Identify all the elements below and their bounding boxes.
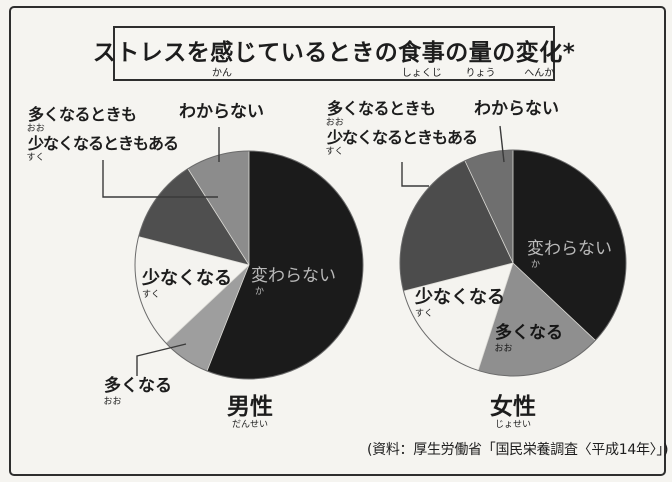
- page-border: [9, 6, 666, 476]
- pie-slice: [513, 150, 626, 341]
- women-pie-title: 女性 じょせい: [490, 394, 536, 431]
- women-label-kawaranai: 変かわらない: [527, 239, 612, 270]
- pie-slice: [478, 263, 596, 376]
- figure-title: ストレスを感 かん じているときの食事 しょくじ の量 りょう の変化 へんか *: [92, 40, 576, 79]
- women-label-ookunaru: 多おお くなる: [494, 323, 563, 354]
- pie-slice: [464, 150, 513, 263]
- men-pie-chart: [134, 150, 364, 380]
- pie-slice: [207, 151, 364, 379]
- women-label-wakaranai: わからない: [474, 99, 559, 119]
- women-label-both-line1: 多おお くなるときも: [325, 99, 436, 129]
- men-pie-title: 男性 だんせい: [227, 394, 273, 431]
- men-label-both-line2: 少すく なくなるときもある: [26, 134, 179, 164]
- source-note: (資料：厚生労働省「国民栄養調査〈平成14年〉」): [367, 442, 669, 458]
- men-label-kawaranai: 変かわらない: [251, 266, 336, 297]
- men-label-ookunaru: 多おお くなる: [103, 376, 172, 407]
- pie-slice: [403, 263, 513, 371]
- women-label-sukunakunaru: 少すく なくなる: [414, 287, 505, 319]
- women-pie-chart: [399, 149, 627, 377]
- men-label-both-line1: 多おお くなるときも: [26, 105, 137, 135]
- pie-slice: [134, 236, 249, 344]
- men-label-sukunakunaru: 少すく なくなる: [141, 268, 232, 300]
- pie-slice: [165, 265, 249, 371]
- women-label-both-line2: 少すく なくなるときもある: [325, 128, 478, 158]
- pie-slice: [399, 160, 513, 292]
- men-label-wakaranai: わからない: [179, 102, 264, 122]
- figure-title-box: ストレスを感 かん じているときの食事 しょくじ の量 りょう の変化 へんか *: [93, 26, 575, 81]
